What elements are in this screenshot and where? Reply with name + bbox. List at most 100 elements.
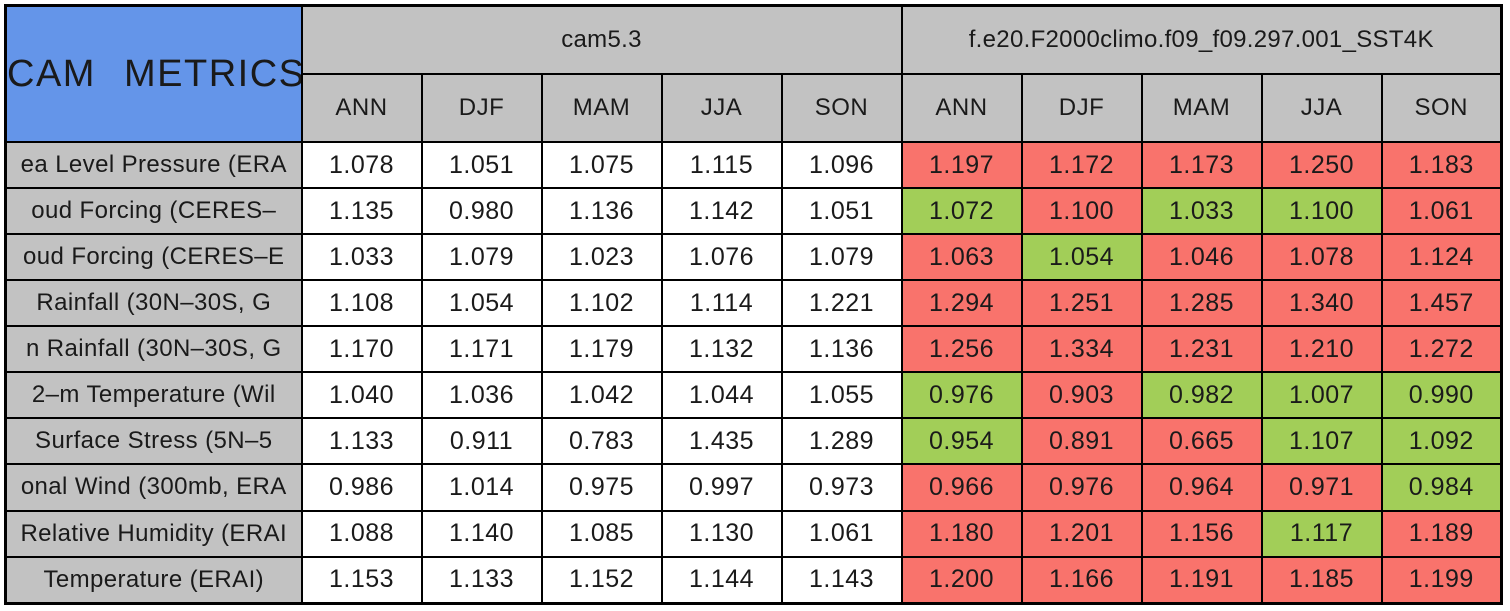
value-cell-cam53: 1.133: [420, 555, 543, 605]
value-cell-sst4k: 1.100: [1260, 187, 1383, 236]
value-cell-cam53: 1.088: [300, 509, 423, 558]
value-cell-sst4k: 1.156: [1140, 509, 1263, 558]
table-body: ea Level Pressure (ERA 1.078 1.051 1.075 1.1…: [4, 140, 1503, 605]
value-cell-cam53: 1.085: [540, 509, 663, 558]
value-cell-sst4k: 1.201: [1020, 509, 1143, 558]
season-header-1-djf: DJF: [1020, 73, 1143, 143]
value-cell-cam53: 1.135: [300, 187, 423, 236]
value-cell-sst4k: 1.124: [1380, 233, 1503, 282]
table-row: n Rainfall (30N–30S, G 1.170 1.171 1.179 1.1…: [4, 325, 1503, 374]
value-cell-cam53: 1.042: [540, 371, 663, 420]
value-cell-sst4k: 1.046: [1140, 233, 1263, 282]
value-cell-cam53: 1.054: [420, 279, 543, 328]
value-cell-sst4k: 1.078: [1260, 233, 1383, 282]
value-cell-cam53: 1.142: [660, 187, 783, 236]
table-title: CAM METRICS: [4, 4, 303, 143]
value-cell-sst4k: 0.990: [1380, 371, 1503, 420]
value-cell-sst4k: 0.665: [1140, 417, 1263, 466]
model-header-cam53: cam5.3: [300, 4, 903, 75]
value-cell-sst4k: 1.200: [900, 555, 1023, 605]
value-cell-cam53: 1.153: [300, 555, 423, 605]
value-cell-cam53: 1.136: [780, 325, 903, 374]
value-cell-sst4k: 0.891: [1020, 417, 1143, 466]
row-label-cell: Rainfall (30N–30S, G: [4, 279, 303, 328]
table-row: oud Forcing (CERES–E 1.033 1.079 1.023 1.076…: [4, 233, 1503, 282]
row-label-cell: n Rainfall (30N–30S, G: [4, 325, 303, 374]
row-label-cell: ea Level Pressure (ERA: [4, 140, 303, 190]
value-cell-sst4k: 1.189: [1380, 509, 1503, 558]
value-cell-cam53: 1.143: [780, 555, 903, 605]
table-row: Relative Humidity (ERAI 1.088 1.140 1.085 1.…: [4, 509, 1503, 558]
value-cell-cam53: 1.144: [660, 555, 783, 605]
value-cell-cam53: 0.997: [660, 463, 783, 512]
value-cell-sst4k: 1.231: [1140, 325, 1263, 374]
value-cell-sst4k: 1.272: [1380, 325, 1503, 374]
value-cell-sst4k: 1.191: [1140, 555, 1263, 605]
value-cell-cam53: 1.076: [660, 233, 783, 282]
value-cell-sst4k: 1.199: [1380, 555, 1503, 605]
value-cell-cam53: 1.023: [540, 233, 663, 282]
value-cell-cam53: 1.044: [660, 371, 783, 420]
row-label-cell: onal Wind (300mb, ERA: [4, 463, 303, 512]
value-cell-cam53: 0.980: [420, 187, 543, 236]
value-cell-sst4k: 0.976: [1020, 463, 1143, 512]
value-cell-cam53: 1.078: [300, 140, 423, 190]
value-cell-cam53: 1.435: [660, 417, 783, 466]
table-row: Rainfall (30N–30S, G 1.108 1.054 1.102 1.114…: [4, 279, 1503, 328]
value-cell-cam53: 1.075: [540, 140, 663, 190]
model-header-row: CAM METRICS cam5.3 f.e20.F2000climo.f09_…: [4, 4, 1503, 143]
value-cell-cam53: 0.783: [540, 417, 663, 466]
value-cell-sst4k: 1.185: [1260, 555, 1383, 605]
value-cell-cam53: 1.096: [780, 140, 903, 190]
value-cell-cam53: 1.079: [780, 233, 903, 282]
season-header-1-mam: MAM: [1140, 73, 1263, 143]
value-cell-sst4k: 1.251: [1020, 279, 1143, 328]
season-header-row: ANN DJF MAM JJA SON ANN DJF MAM JJA SON: [6, 73, 1503, 143]
row-label-cell: oud Forcing (CERES–E: [4, 233, 303, 282]
value-cell-cam53: 1.014: [420, 463, 543, 512]
value-cell-cam53: 0.986: [300, 463, 423, 512]
value-cell-sst4k: 1.173: [1140, 140, 1263, 190]
value-cell-cam53: 1.036: [420, 371, 543, 420]
value-cell-cam53: 1.133: [300, 417, 423, 466]
value-cell-sst4k: 1.183: [1380, 140, 1503, 190]
value-cell-cam53: 1.130: [660, 509, 783, 558]
value-cell-sst4k: 1.210: [1260, 325, 1383, 374]
row-label-cell: Relative Humidity (ERAI: [4, 509, 303, 558]
value-cell-sst4k: 1.197: [900, 140, 1023, 190]
value-cell-cam53: 1.051: [420, 140, 543, 190]
metrics-table: CAM METRICS cam5.3 f.e20.F2000climo.f09_…: [4, 4, 1503, 605]
value-cell-sst4k: 0.971: [1260, 463, 1383, 512]
value-cell-sst4k: 1.166: [1020, 555, 1143, 605]
value-cell-sst4k: 0.976: [900, 371, 1023, 420]
value-cell-sst4k: 1.092: [1380, 417, 1503, 466]
table-row: oud Forcing (CERES– 1.135 0.980 1.136 1.142 1…: [4, 187, 1503, 236]
table-row: Temperature (ERAI) 1.153 1.133 1.152 1.144 1.…: [4, 555, 1503, 605]
value-cell-sst4k: 0.903: [1020, 371, 1143, 420]
value-cell-cam53: 1.140: [420, 509, 543, 558]
value-cell-sst4k: 1.063: [900, 233, 1023, 282]
value-cell-sst4k: 1.294: [900, 279, 1023, 328]
value-cell-cam53: 1.051: [780, 187, 903, 236]
season-header-0-mam: MAM: [540, 73, 663, 143]
value-cell-sst4k: 1.117: [1260, 509, 1383, 558]
value-cell-sst4k: 1.334: [1020, 325, 1143, 374]
value-cell-cam53: 1.055: [780, 371, 903, 420]
value-cell-sst4k: 1.180: [900, 509, 1023, 558]
season-header-1-jja: JJA: [1260, 73, 1383, 143]
value-cell-cam53: 1.136: [540, 187, 663, 236]
value-cell-cam53: 0.975: [540, 463, 663, 512]
value-cell-sst4k: 1.340: [1260, 279, 1383, 328]
season-header-0-jja: JJA: [660, 73, 783, 143]
value-cell-sst4k: 0.954: [900, 417, 1023, 466]
value-cell-cam53: 1.033: [300, 233, 423, 282]
value-cell-cam53: 1.170: [300, 325, 423, 374]
table-row: 2–m Temperature (Wil 1.040 1.036 1.042 1.044…: [4, 371, 1503, 420]
value-cell-sst4k: 1.172: [1020, 140, 1143, 190]
value-cell-sst4k: 0.982: [1140, 371, 1263, 420]
value-cell-cam53: 1.132: [660, 325, 783, 374]
season-header-0-djf: DJF: [420, 73, 543, 143]
value-cell-cam53: 1.289: [780, 417, 903, 466]
value-cell-cam53: 1.040: [300, 371, 423, 420]
table-row: Surface Stress (5N–5 1.133 0.911 0.783 1.435…: [4, 417, 1503, 466]
